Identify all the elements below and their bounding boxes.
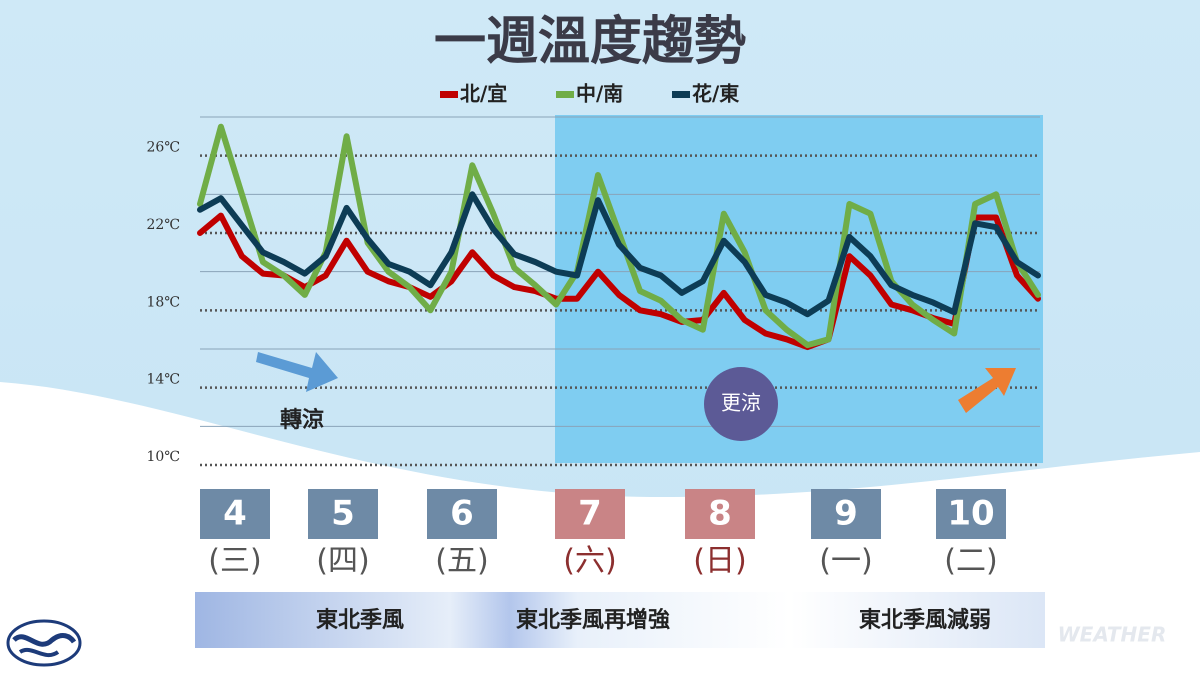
day-box [555, 489, 625, 539]
legend-label: 中/南 [576, 82, 623, 106]
band-label: 東北季風再增強 [516, 607, 670, 633]
day-weekday: (四) [316, 544, 369, 579]
day-box [308, 489, 378, 539]
annotation: 轉涼 [280, 407, 324, 433]
arrow-up [958, 368, 1016, 413]
day-weekday: (五) [435, 544, 488, 579]
day-date: 4 [223, 494, 247, 534]
day-box [427, 489, 497, 539]
band-label: 東北季風減弱 [859, 608, 991, 633]
lines [197, 123, 1041, 351]
legend: 北/宜 中/南 花/東 [440, 82, 739, 106]
day-weekday: (二) [944, 544, 997, 579]
day-date: 5 [331, 494, 355, 534]
day-weekday: (一) [819, 544, 872, 579]
legend-label: 花/東 [692, 82, 739, 106]
legend-label: 北/宜 [460, 82, 507, 106]
y-tick-label: 18℃ [147, 294, 180, 310]
chart-title: 一週溫度趨勢 [434, 12, 746, 72]
day-weekday: (三) [208, 544, 261, 579]
logo [6, 619, 82, 667]
legend-swatch [556, 91, 574, 98]
series-line [197, 191, 1041, 318]
badge [704, 367, 778, 441]
day-box [200, 489, 270, 539]
watermark: WEATHER [1058, 623, 1167, 647]
day-date: 6 [450, 494, 474, 534]
day-labels: 4 (三) 5 (四) 6 (五) 7 (六) 8 (日) 9 (一) 10 (二) [200, 489, 1006, 579]
day-date: 9 [834, 494, 858, 534]
legend-swatch [672, 91, 690, 98]
day-weekday: (六) [563, 544, 616, 579]
grid: 10℃ 14℃ 18℃ 22℃ 26℃ [147, 116, 1040, 467]
day-date: 8 [708, 494, 732, 534]
day-box [811, 489, 881, 539]
y-tick-label: 26℃ [147, 140, 180, 156]
y-tick-label: 22℃ [147, 217, 180, 233]
band-label: 東北季風 [316, 608, 404, 633]
legend-swatch [440, 91, 458, 98]
day-box [685, 489, 755, 539]
day-date: 7 [578, 494, 602, 534]
series-line [197, 212, 1041, 351]
annotation: 更涼 [721, 391, 761, 415]
y-tick-label: 10℃ [147, 449, 180, 465]
arrow-down [256, 352, 338, 392]
highlight-region [555, 115, 1043, 463]
day-date: 10 [947, 494, 994, 534]
day-box [936, 489, 1006, 539]
day-weekday: (日) [693, 544, 746, 579]
monsoon-band [195, 592, 1045, 648]
y-tick-label: 14℃ [147, 372, 180, 388]
